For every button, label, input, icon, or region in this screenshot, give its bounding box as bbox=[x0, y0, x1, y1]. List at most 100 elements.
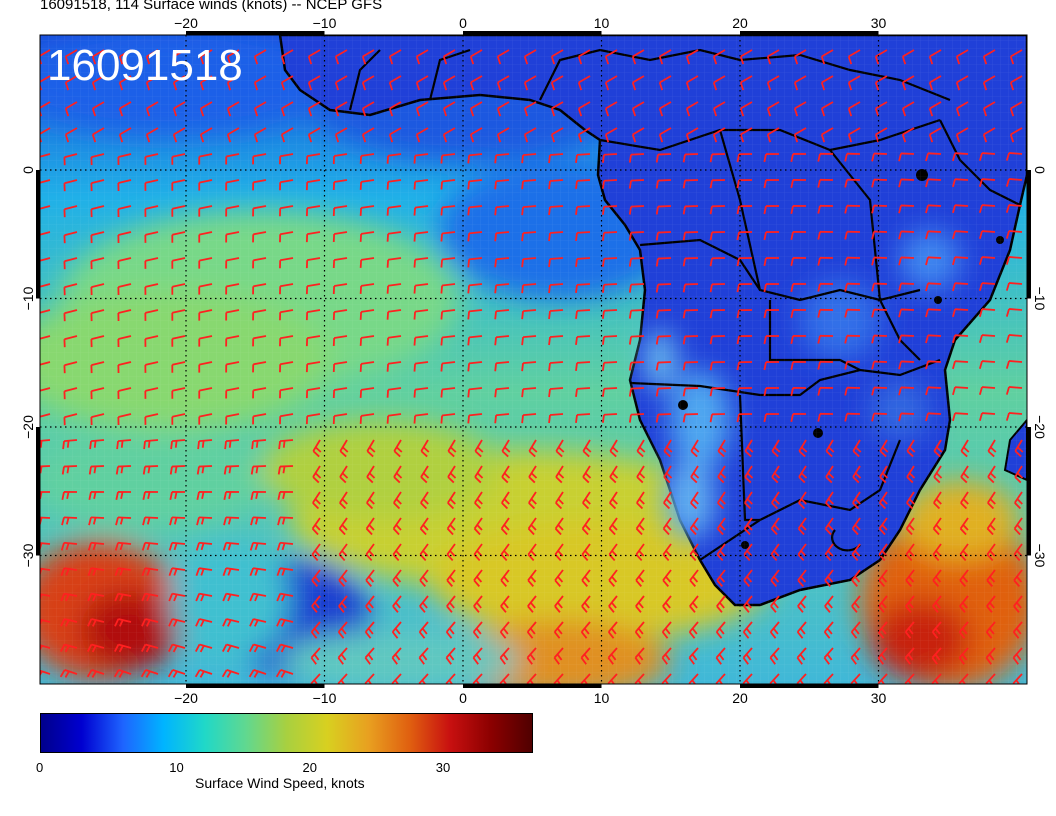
wind-barb bbox=[877, 621, 888, 639]
wind-barb bbox=[689, 595, 699, 613]
wind-barb bbox=[90, 231, 105, 244]
wind-barb bbox=[682, 387, 699, 397]
wind-barb bbox=[1012, 621, 1023, 639]
wind-barb bbox=[871, 282, 888, 292]
wind-barb bbox=[925, 152, 942, 162]
wind-barb bbox=[467, 257, 483, 268]
wind-barb bbox=[391, 673, 402, 684]
wind-barb bbox=[141, 592, 159, 602]
wind-barb bbox=[608, 569, 618, 587]
wind-barb bbox=[225, 283, 240, 295]
wind-barb bbox=[168, 541, 186, 551]
wind-barb bbox=[446, 569, 456, 587]
wind-barb bbox=[847, 49, 861, 65]
wind-barb bbox=[871, 360, 888, 370]
wind-barb bbox=[1005, 412, 1023, 421]
wind-barb bbox=[446, 595, 456, 613]
wind-barb bbox=[925, 230, 942, 240]
lon-ticks-bottom: −20 −10 0 10 20 30 bbox=[174, 690, 886, 706]
lat-tick-label: −20 bbox=[1032, 415, 1048, 439]
wind-barb bbox=[817, 256, 834, 266]
wind-barb bbox=[817, 152, 834, 162]
wind-barb bbox=[276, 592, 294, 602]
wind-barb bbox=[359, 179, 375, 190]
wind-barb bbox=[817, 282, 834, 292]
wind-barb bbox=[712, 127, 726, 143]
wind-barb bbox=[978, 282, 996, 292]
wind-barb bbox=[769, 647, 780, 665]
wind-barb bbox=[472, 621, 483, 639]
wind-barb bbox=[305, 335, 321, 347]
wind-barb bbox=[523, 101, 537, 117]
wind-barb bbox=[797, 569, 807, 587]
wind-barb bbox=[634, 647, 645, 665]
wind-barb bbox=[1013, 569, 1023, 587]
wind-barb bbox=[763, 205, 780, 215]
wind-barb bbox=[501, 491, 510, 510]
wind-barb bbox=[413, 309, 429, 320]
wind-barb bbox=[117, 309, 132, 321]
wind-barb bbox=[736, 283, 753, 293]
wind-barb bbox=[715, 647, 726, 665]
wind-barb bbox=[1012, 647, 1023, 665]
wind-barb bbox=[86, 669, 105, 678]
wind-barb bbox=[442, 49, 456, 65]
wind-barb bbox=[63, 231, 78, 244]
wind-barb bbox=[63, 179, 78, 192]
wind-barb bbox=[117, 231, 132, 243]
wind-barb bbox=[844, 152, 861, 162]
wind-barb bbox=[628, 205, 645, 215]
wind-barb bbox=[248, 643, 267, 653]
wind-barb bbox=[955, 75, 969, 91]
lon-tick-label: −20 bbox=[174, 690, 198, 706]
wind-barb bbox=[334, 101, 348, 117]
wind-barb bbox=[877, 673, 888, 684]
wind-barb bbox=[712, 49, 726, 65]
wind-barb bbox=[904, 621, 915, 639]
wind-barb bbox=[392, 595, 402, 613]
wind-barb bbox=[442, 75, 456, 91]
wind-barb bbox=[145, 101, 159, 117]
wind-barb bbox=[1009, 127, 1023, 143]
wind-barb bbox=[798, 465, 808, 484]
wind-barb bbox=[440, 387, 456, 398]
wind-barb bbox=[279, 205, 294, 217]
wind-barb bbox=[548, 153, 564, 164]
wind-barb bbox=[277, 465, 294, 475]
wind-barb bbox=[249, 541, 267, 551]
wind-barb bbox=[820, 75, 834, 91]
wind-barb bbox=[933, 491, 942, 510]
wind-barb bbox=[521, 413, 537, 424]
wind-barb bbox=[40, 387, 51, 392]
wind-barb bbox=[878, 517, 888, 536]
wind-barb bbox=[743, 517, 753, 536]
wind-barb bbox=[601, 231, 618, 241]
wind-barb bbox=[311, 543, 321, 562]
wind-barb bbox=[712, 75, 726, 91]
wind-barb bbox=[334, 49, 348, 65]
wind-barb bbox=[663, 491, 672, 510]
wind-barb bbox=[332, 283, 348, 295]
wind-barb bbox=[548, 231, 564, 242]
wind-barb bbox=[419, 569, 429, 587]
wind-barb bbox=[607, 621, 618, 639]
wind-barb bbox=[115, 465, 132, 475]
wind-barb bbox=[575, 361, 591, 371]
wind-barb bbox=[690, 491, 699, 510]
wind-barb bbox=[339, 465, 349, 484]
wind-barb bbox=[601, 283, 618, 293]
axis-bar-segment bbox=[463, 684, 602, 688]
wind-barb bbox=[60, 618, 78, 627]
wind-barb bbox=[628, 335, 645, 345]
wind-barb bbox=[978, 204, 996, 214]
map-field bbox=[40, 35, 1027, 684]
wind-barb bbox=[548, 387, 564, 398]
wind-barb bbox=[252, 153, 267, 165]
wind-barb bbox=[91, 127, 105, 143]
wind-barb bbox=[169, 516, 186, 526]
wind-barb bbox=[40, 101, 51, 117]
wind-barb bbox=[171, 231, 186, 243]
wind-barb bbox=[521, 387, 537, 398]
wind-barb bbox=[905, 517, 915, 536]
